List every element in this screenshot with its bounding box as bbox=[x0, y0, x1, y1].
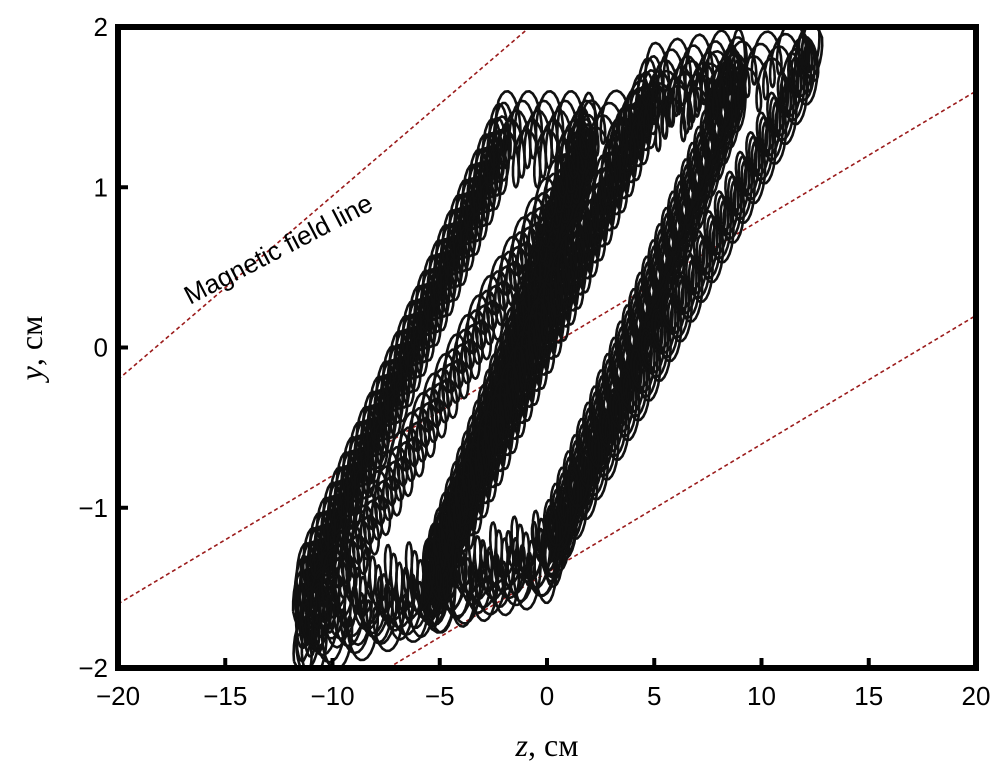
x-tick-label: −5 bbox=[425, 681, 455, 711]
y-axis-unit: , см bbox=[13, 316, 49, 366]
x-axis-ticks: −20 −15 −10 −5 0 5 10 15 20 bbox=[96, 658, 991, 711]
x-tick-label: 10 bbox=[747, 681, 776, 711]
field-line-1 bbox=[118, 27, 531, 381]
x-axis-title: z, см bbox=[515, 727, 579, 763]
x-tick-label: −15 bbox=[203, 681, 247, 711]
particle-trajectories bbox=[291, 27, 824, 668]
x-tick-label: 20 bbox=[962, 681, 991, 711]
field-line-annotation: Magnetic field line bbox=[179, 188, 377, 311]
x-axis-unit: , см bbox=[528, 727, 578, 763]
y-tick-label: 2 bbox=[94, 12, 108, 42]
x-axis-variable: z bbox=[515, 727, 529, 763]
trajectory-3-turn-4 bbox=[298, 27, 821, 650]
x-tick-label: 15 bbox=[854, 681, 883, 711]
y-tick-label: −1 bbox=[78, 493, 108, 523]
x-tick-label: 0 bbox=[540, 681, 554, 711]
field-line-3 bbox=[387, 314, 976, 668]
y-tick-label: −2 bbox=[78, 653, 108, 683]
y-axis-title: y, см bbox=[13, 316, 49, 384]
y-axis-variable: y bbox=[13, 365, 49, 383]
y-tick-label: 1 bbox=[94, 172, 108, 202]
plot-area bbox=[118, 27, 976, 668]
x-tick-label: −10 bbox=[310, 681, 354, 711]
y-axis-ticks: −2 −1 0 1 2 bbox=[78, 12, 128, 683]
x-tick-label: 5 bbox=[647, 681, 661, 711]
x-tick-label: −20 bbox=[96, 681, 140, 711]
y-tick-label: 0 bbox=[94, 333, 108, 363]
